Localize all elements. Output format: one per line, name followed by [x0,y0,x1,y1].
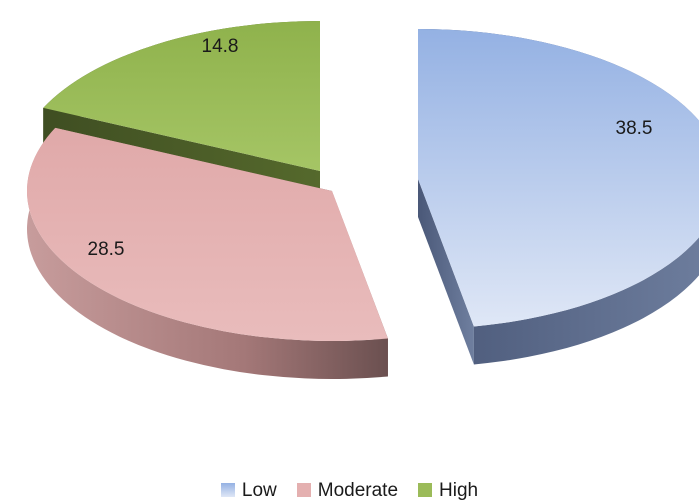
legend-item-moderate: Moderate [296,479,399,501]
pie-chart: 38.5 28.5 14.8 [26,21,699,379]
chart-legend: Low Moderate High [0,476,699,504]
legend-swatch-low-icon [220,483,235,497]
legend-item-high: High [418,481,478,500]
pie-slice-moderate [26,127,388,379]
pie-slice-low [418,29,699,365]
legend-swatch-moderate-icon [296,483,311,497]
legend-swatch-high-icon [418,483,433,497]
legend-label-low: Low [241,479,277,501]
pie-slice-high-top [43,21,321,171]
data-label-high: 14.8 [202,36,239,57]
pie-slice-low-top [418,29,699,327]
legend-label-moderate: Moderate [317,479,399,501]
pie-slice-moderate-top [26,127,388,341]
pie-slice-moderate-rim [26,127,388,379]
legend-label-high: High [439,479,479,501]
pie-slice-low-wall-end [418,179,474,365]
legend-item-low: Low [220,479,277,501]
data-label-moderate: 28.5 [88,239,125,260]
data-label-low: 38.5 [616,118,653,139]
